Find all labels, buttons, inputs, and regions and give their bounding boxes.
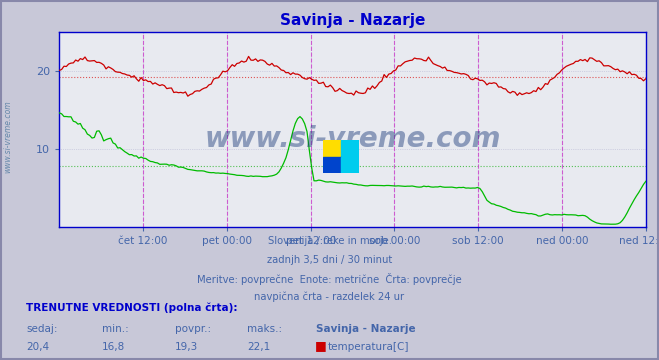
Text: Savinja - Nazarje: Savinja - Nazarje bbox=[316, 324, 416, 334]
Text: ■: ■ bbox=[315, 339, 327, 352]
Bar bbox=[323, 157, 341, 173]
Text: 20,4: 20,4 bbox=[26, 342, 49, 352]
Bar bbox=[341, 140, 359, 157]
Text: maks.:: maks.: bbox=[247, 324, 282, 334]
Bar bbox=[341, 157, 359, 173]
Text: povpr.:: povpr.: bbox=[175, 324, 211, 334]
Text: TRENUTNE VREDNOSTI (polna črta):: TRENUTNE VREDNOSTI (polna črta): bbox=[26, 303, 238, 314]
Text: min.:: min.: bbox=[102, 324, 129, 334]
Title: Savinja - Nazarje: Savinja - Nazarje bbox=[280, 13, 425, 28]
Text: 22,1: 22,1 bbox=[247, 342, 270, 352]
Text: zadnjh 3,5 dni / 30 minut: zadnjh 3,5 dni / 30 minut bbox=[267, 255, 392, 265]
Text: Meritve: povprečne  Enote: metrične  Črta: povprečje: Meritve: povprečne Enote: metrične Črta:… bbox=[197, 273, 462, 285]
Text: 19,3: 19,3 bbox=[175, 342, 198, 352]
Text: sedaj:: sedaj: bbox=[26, 324, 58, 334]
Text: temperatura[C]: temperatura[C] bbox=[328, 342, 410, 352]
Bar bbox=[323, 140, 341, 157]
Text: www.si-vreme.com: www.si-vreme.com bbox=[204, 125, 501, 153]
Text: ■: ■ bbox=[315, 357, 327, 360]
Text: navpična črta - razdelek 24 ur: navpična črta - razdelek 24 ur bbox=[254, 292, 405, 302]
Text: 16,8: 16,8 bbox=[102, 342, 125, 352]
Text: www.si-vreme.com: www.si-vreme.com bbox=[3, 100, 13, 173]
Text: Slovenija / reke in morje.: Slovenija / reke in morje. bbox=[268, 236, 391, 246]
